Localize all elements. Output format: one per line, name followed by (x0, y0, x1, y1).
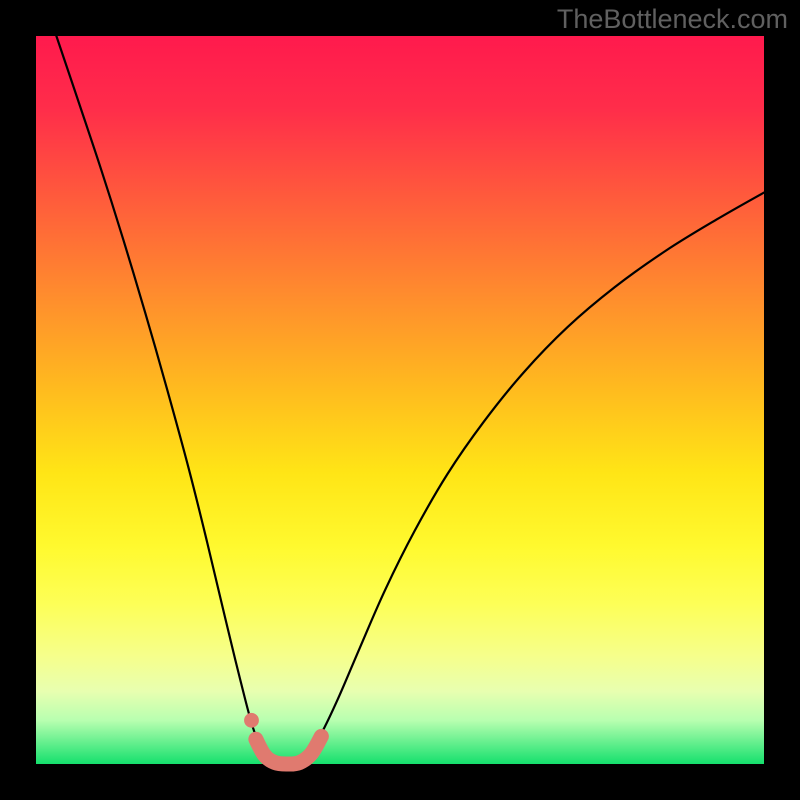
chart-root: TheBottleneck.com (0, 0, 800, 800)
optimal-zone-highlight-dot-left (244, 713, 259, 728)
watermark-text: TheBottleneck.com (557, 4, 788, 35)
bottleneck-chart-svg (0, 0, 800, 800)
plot-background-gradient (36, 36, 764, 764)
